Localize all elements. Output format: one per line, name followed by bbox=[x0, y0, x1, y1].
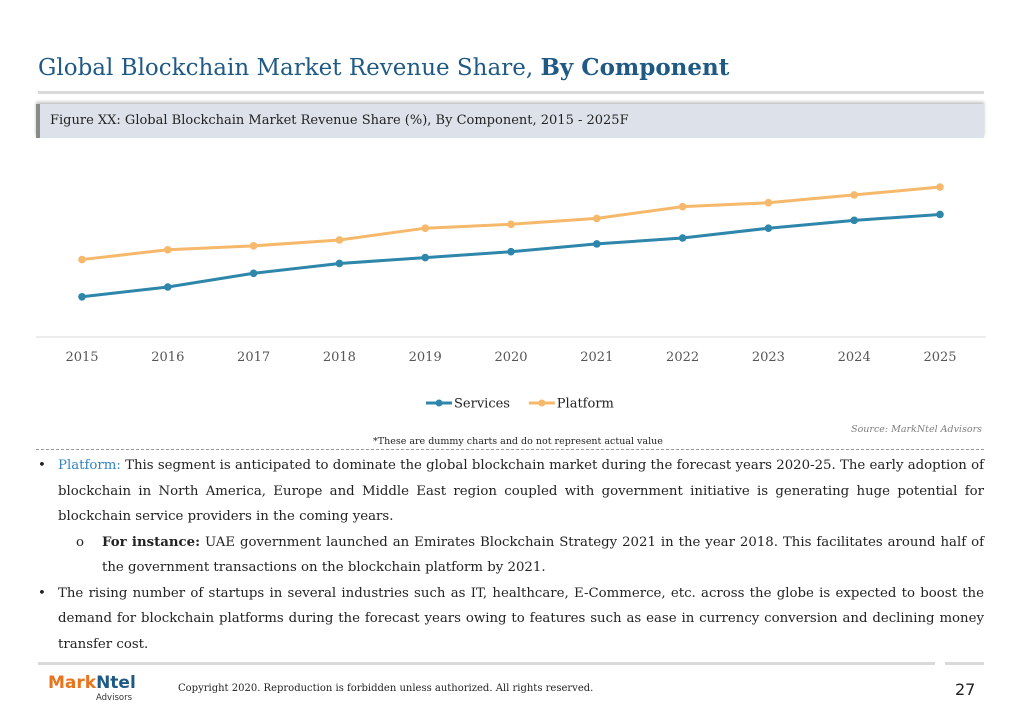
content-body: • Platform: This segment is anticipated … bbox=[38, 453, 984, 657]
data-point-services bbox=[593, 240, 601, 248]
logo-ntel: Ntel bbox=[96, 673, 136, 693]
data-point-services bbox=[249, 269, 258, 278]
data-point-platform bbox=[421, 224, 430, 232]
legend-label-platform: Platform bbox=[557, 397, 614, 412]
source-note: Source: MarkNtel Advisors bbox=[851, 424, 982, 435]
bullet-glyph: • bbox=[38, 585, 46, 601]
data-point-platform bbox=[936, 183, 944, 191]
logo-wordmark: MarkNtel bbox=[48, 673, 136, 693]
data-point-services bbox=[335, 259, 344, 268]
logo-advisors: Advisors bbox=[96, 693, 133, 703]
data-point-platform bbox=[335, 236, 344, 244]
footer-divider bbox=[38, 662, 935, 665]
data-point-services bbox=[78, 293, 86, 301]
data-point-services bbox=[164, 283, 172, 291]
bullet-platform: • Platform: This segment is anticipated … bbox=[38, 453, 984, 530]
bullet-startups-text: The rising number of startups in several… bbox=[58, 585, 984, 652]
figure-caption: Figure XX: Global Blockchain Market Reve… bbox=[50, 113, 629, 128]
x-tick-label: 2021 bbox=[580, 350, 613, 365]
legend-marker-services bbox=[435, 399, 443, 407]
page-title: Global Blockchain Market Revenue Share, … bbox=[38, 54, 729, 81]
data-point-services bbox=[850, 216, 858, 225]
page-number: 27 bbox=[955, 680, 976, 699]
data-point-platform bbox=[78, 255, 86, 264]
bullet-platform-label: Platform: bbox=[58, 458, 121, 473]
sub-bullet-label: For instance: bbox=[102, 534, 201, 550]
x-tick-label: 2022 bbox=[666, 350, 699, 365]
page-title-regular: Global Blockchain Market Revenue Share, bbox=[38, 55, 541, 81]
sub-bullet-text: UAE government launched an Emirates Bloc… bbox=[102, 534, 984, 576]
data-point-platform bbox=[593, 214, 601, 223]
data-point-platform bbox=[850, 191, 858, 199]
data-point-services bbox=[507, 247, 515, 256]
footer-divider-short bbox=[945, 662, 984, 665]
line-chart: 2015 2016 2017 2018 2019 2020 2021 2022 2023 2024… bbox=[36, 183, 986, 412]
data-point-services bbox=[936, 210, 944, 219]
bullet-platform-text: This segment is anticipated to dominate … bbox=[58, 458, 984, 524]
logo-mark: Mark bbox=[48, 673, 97, 693]
page-title-bold: By Component bbox=[540, 54, 730, 81]
data-point-platform bbox=[164, 245, 172, 254]
data-point-platform bbox=[249, 242, 258, 250]
x-tick-label: 2016 bbox=[151, 350, 184, 365]
data-point-platform bbox=[507, 220, 515, 229]
figure-caption-bar: Figure XX: Global Blockchain Market Reve… bbox=[36, 104, 984, 138]
marknel-logo: MarkNtel Advisors bbox=[48, 673, 138, 705]
x-tick-label: 2019 bbox=[409, 350, 442, 365]
x-tick-label: 2023 bbox=[752, 350, 785, 365]
legend-marker-platform bbox=[538, 399, 546, 407]
x-tick-label: 2015 bbox=[65, 350, 98, 365]
title-divider bbox=[38, 91, 984, 94]
x-tick-label: 2024 bbox=[838, 350, 871, 365]
data-point-services bbox=[421, 253, 430, 262]
dashed-divider bbox=[36, 449, 984, 450]
data-point-services bbox=[678, 234, 687, 242]
sub-bullet-glyph: o bbox=[76, 534, 85, 550]
x-tick-label: 2025 bbox=[923, 350, 956, 365]
data-point-platform bbox=[678, 202, 687, 211]
bullet-startups: • The rising number of startups in sever… bbox=[38, 581, 984, 658]
data-point-services bbox=[764, 224, 773, 232]
x-tick-label: 2017 bbox=[237, 350, 270, 365]
copyright-text: Copyright 2020. Reproduction is forbidde… bbox=[178, 683, 594, 694]
sub-bullet-instance: o For instance: UAE government launched … bbox=[38, 530, 984, 581]
x-tick-label: 2020 bbox=[494, 350, 527, 365]
legend-label-services: Services bbox=[454, 397, 510, 412]
data-point-platform bbox=[764, 198, 773, 207]
bullet-glyph: • bbox=[38, 458, 46, 473]
x-tick-label: 2018 bbox=[323, 350, 356, 365]
disclaimer-note: *These are dummy charts and do not repre… bbox=[373, 436, 663, 447]
